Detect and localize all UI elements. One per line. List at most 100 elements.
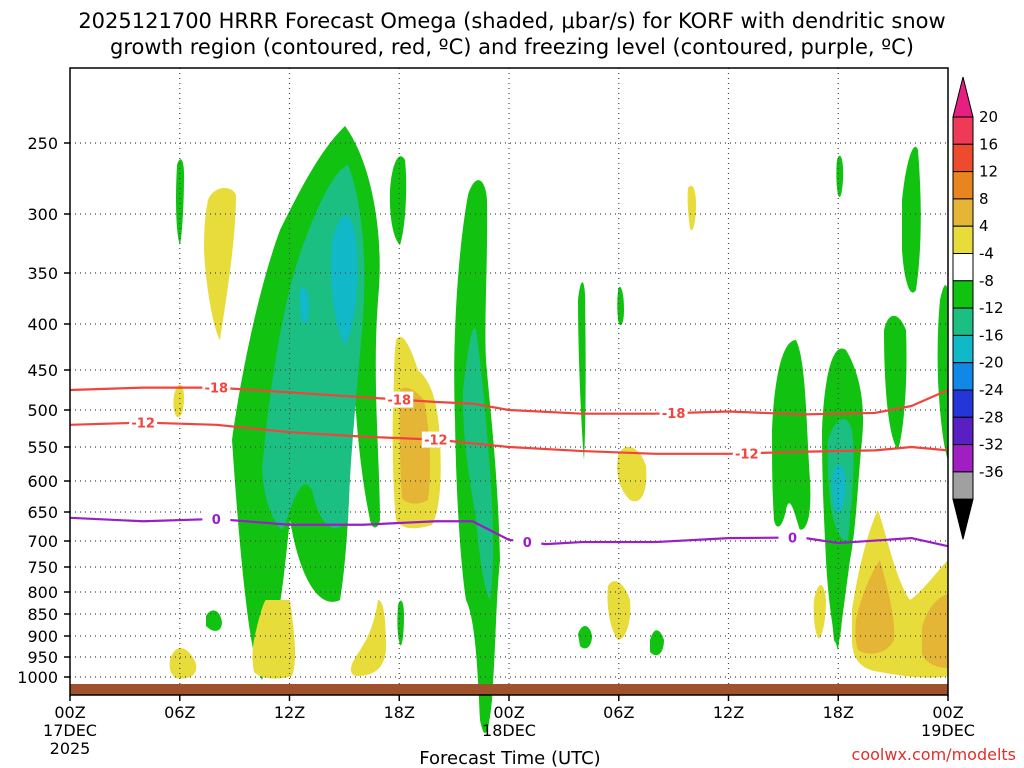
x-tick-year-label: 2025 [50,739,91,758]
y-tick-label: 550 [27,438,58,457]
colorbar-tick-label: 20 [979,108,998,126]
contour-label-bg [513,534,542,551]
ground-surface [70,684,948,695]
contour-label: -18 [388,394,412,409]
y-tick-label: 700 [27,532,58,551]
omega-region-17z-low-yellow [350,600,386,676]
y-tick-label: 750 [27,558,58,577]
omega-region-day2-21z-mid [884,315,907,450]
contour-label: -18 [205,382,229,397]
omega-region-09z-blob [206,610,222,631]
omega-region-evening-teal [462,328,493,600]
colorbar-segment [952,307,974,336]
x-axis-label: Forecast Time (UTC) [419,748,600,768]
y-tick-label: 1000 [17,668,58,687]
omega-region-core-cyan-small [299,287,310,324]
omega-region-18z-cap [389,156,407,245]
colorbar-segment [952,143,974,173]
colorbar-tick-label: -36 [979,463,1004,481]
y-tick-label: 600 [27,472,58,491]
contour-line [69,421,949,455]
contour-label-bg [421,431,450,448]
colorbar-segment [952,471,974,500]
colorbar-segment [952,171,974,200]
colorbar-tick-label: -28 [979,408,1004,426]
omega-region-04z-lowlevel [578,625,592,649]
x-tick-label: 12Z [274,703,305,722]
omega-region-day2-15z [772,340,811,530]
omega-region-07z-day2-yellow [607,581,631,640]
colorbar-tick-label: -16 [979,326,1004,344]
omega-region-day2-20z-orange [855,560,895,654]
omega-region-12z-low-yellow [252,600,296,679]
contour-label: 0 [788,532,797,547]
colorbar-tick-label: -24 [979,381,1004,399]
colorbar-tick-label: 8 [979,190,989,208]
omega-region-06z-day2-strip [617,286,624,326]
y-tick-label: 500 [27,401,58,420]
contour-label: -18 [662,407,686,422]
contour-lines: -18 -18 -18 -12 -12 -12 0 0 0 [69,379,949,551]
y-axis: 250 300 350 400 450 500 550 600 650 700 750 800 850 9… [17,134,70,687]
x-tick-label: 18Z [823,703,854,722]
y-tick-label: 650 [27,503,58,522]
colorbar-tick-label: 12 [979,163,998,181]
colorbar-segment [952,416,974,446]
y-tick-label: 950 [27,648,58,667]
y-tick-label: 300 [27,205,58,224]
contour-label-bg [202,379,231,396]
y-tick-label: 400 [27,315,58,334]
colorbar-top-arrow [952,76,974,118]
contour-label-bg [778,529,807,546]
x-tick-label: 06Z [164,703,195,722]
colorbar: 20 16 12 8 4 -4 -8 -12 -16 -20 -24 -28 -32 -36 [952,76,1004,540]
x-tick-date-label: 18DEC [482,721,536,740]
x-tick-label: 00Z [54,703,85,722]
omega-region-core-cyan [330,215,358,345]
x-tick-label: 00Z [932,703,963,722]
omega-region-10z-yellow [687,185,696,231]
contour-label: -12 [735,447,759,462]
omega-shading [169,126,948,734]
contour-label-bg [732,445,761,462]
x-tick-date-label: 17DEC [43,721,97,740]
colorbar-tick-label: -8 [979,272,994,290]
y-tick-label: 900 [27,627,58,646]
colorbar-bottom-arrow [952,498,974,540]
omega-region-05z-yellow [173,384,184,418]
omega-region-07z-yellow [204,188,236,340]
x-tick-label: 00Z [493,703,524,722]
colorbar-segment [952,280,974,309]
contour-label-bg [202,510,231,527]
omega-region-day2-18z-low [831,585,842,644]
omega-region-06z-day2-yellow [617,446,647,502]
omega-region-18z-orange [399,387,431,504]
contour-label-bg [129,414,158,431]
y-tick-label: 350 [27,264,58,283]
y-tick-label: 850 [27,605,58,624]
colorbar-tick-label: -32 [979,436,1004,454]
colorbar-tick-label: -4 [979,245,994,263]
y-tick-label: 450 [27,361,58,380]
colorbar-segment [952,444,974,473]
omega-region-06z-low-yellow [169,648,197,679]
y-tick-label: 250 [27,134,58,153]
colorbar-tick-label: 4 [979,217,989,235]
omega-region-day2-18z-cap [836,155,844,197]
omega-region-day2-23z-orange [922,594,948,668]
colorbar-segment [952,389,974,418]
colorbar-tick-label: -20 [979,354,1004,372]
contour-label: -12 [131,417,155,432]
colorbar-segment [952,362,974,391]
omega-region-06z-strip [176,159,184,245]
colorbar-segment [952,198,974,227]
colorbar-segment [952,334,974,364]
y-tick-label: 800 [27,583,58,602]
colorbar-tick-label: 16 [979,135,998,153]
x-tick-label: 18Z [384,703,415,722]
contour-label-bg [659,405,688,422]
omega-region-day2-21z [902,146,921,293]
omega-region-day2-17z-yellow [813,585,826,639]
